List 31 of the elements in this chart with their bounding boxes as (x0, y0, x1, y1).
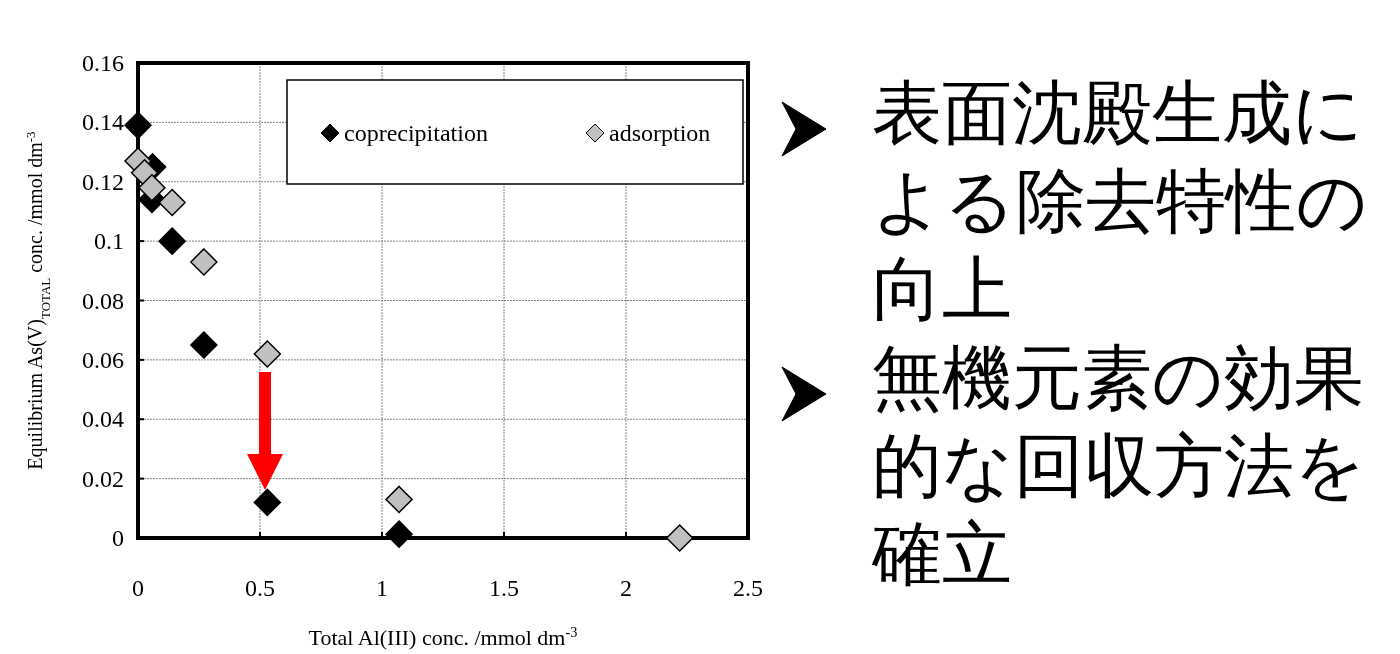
y-tick-label: 0.1 (94, 228, 124, 255)
y-tick-label: 0.14 (82, 109, 124, 136)
y-tick-label: 0.06 (82, 346, 124, 373)
point (190, 331, 218, 359)
y-tick-label: 0.04 (82, 406, 124, 433)
point (158, 188, 186, 217)
point (124, 111, 152, 140)
point (158, 227, 186, 255)
x-tick-label: 1.5 (489, 575, 519, 601)
y-tick-label: 0.12 (82, 168, 124, 195)
point (385, 485, 413, 514)
x-tick-label: 2.5 (733, 575, 763, 601)
point (253, 488, 282, 517)
text: 無機元素の効果的な回収方法を確立 (872, 336, 1367, 597)
legend-label: coprecipitation (344, 120, 488, 146)
x-tick-label: 2 (620, 575, 632, 601)
x-tick-label: 1 (376, 575, 388, 601)
y-tick-label: 0.08 (82, 287, 124, 314)
x-tick-label: 0 (132, 575, 144, 601)
point (253, 340, 282, 368)
point (665, 524, 694, 552)
y-tick-label: 0.02 (82, 465, 124, 492)
x-axis-title: Total Al(III) conc. /mmol dm$^{-3}$ (308, 624, 578, 650)
y-tick-label: 0.16 (82, 50, 124, 76)
y-tick-label: 0 (112, 525, 124, 551)
text: 表面沈殿生成による除去特性の向上 (872, 71, 1369, 332)
x-tick-label: 0.5 (245, 575, 275, 601)
point (385, 520, 413, 548)
legend-label: adsorption (609, 120, 711, 146)
point (190, 248, 218, 276)
point (138, 173, 166, 202)
